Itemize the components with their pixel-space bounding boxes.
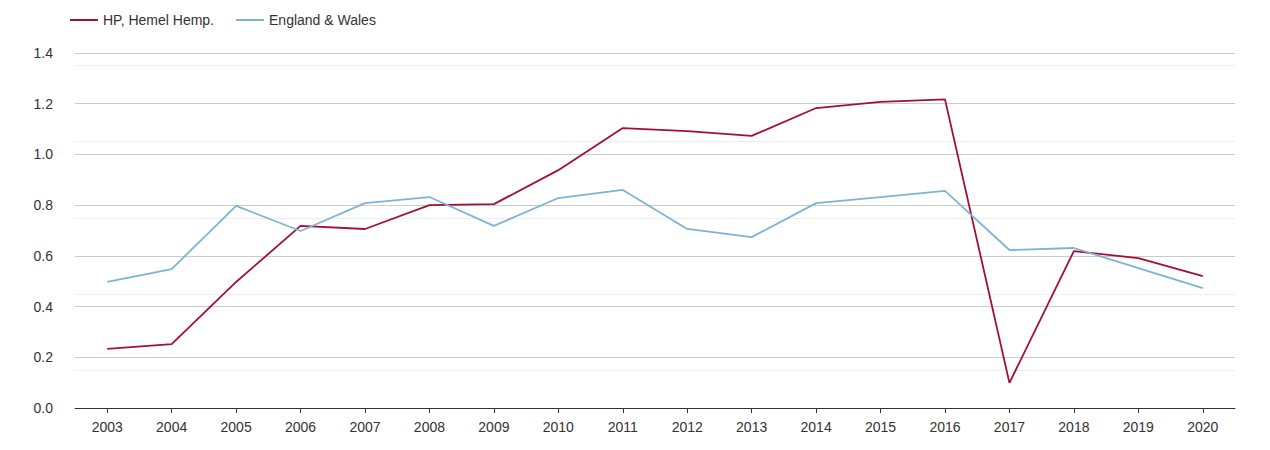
svg-text:0.2: 0.2 [34,349,54,365]
svg-text:2013: 2013 [736,419,767,435]
svg-text:2004: 2004 [156,419,187,435]
svg-text:2011: 2011 [608,419,638,435]
svg-text:2006: 2006 [285,419,316,435]
svg-text:HP, Hemel Hemp.: HP, Hemel Hemp. [103,12,214,28]
svg-text:2003: 2003 [92,419,123,435]
svg-text:2010: 2010 [543,419,574,435]
svg-text:2008: 2008 [414,419,445,435]
svg-text:1.4: 1.4 [34,45,54,61]
svg-text:1.2: 1.2 [34,96,54,112]
svg-text:0.6: 0.6 [34,248,54,264]
svg-text:2017: 2017 [994,419,1025,435]
svg-text:1.0: 1.0 [34,146,54,162]
svg-text:England & Wales: England & Wales [269,12,376,28]
svg-text:2007: 2007 [349,419,380,435]
svg-text:2005: 2005 [221,419,252,435]
svg-text:2014: 2014 [801,419,832,435]
svg-text:0.8: 0.8 [34,197,54,213]
svg-text:2012: 2012 [672,419,703,435]
svg-text:2015: 2015 [865,419,896,435]
svg-text:2009: 2009 [478,419,509,435]
svg-text:2020: 2020 [1187,419,1218,435]
svg-text:0.4: 0.4 [34,299,54,315]
svg-text:2018: 2018 [1058,419,1089,435]
svg-text:2016: 2016 [929,419,960,435]
svg-text:0.0: 0.0 [34,400,54,416]
svg-text:2019: 2019 [1123,419,1154,435]
